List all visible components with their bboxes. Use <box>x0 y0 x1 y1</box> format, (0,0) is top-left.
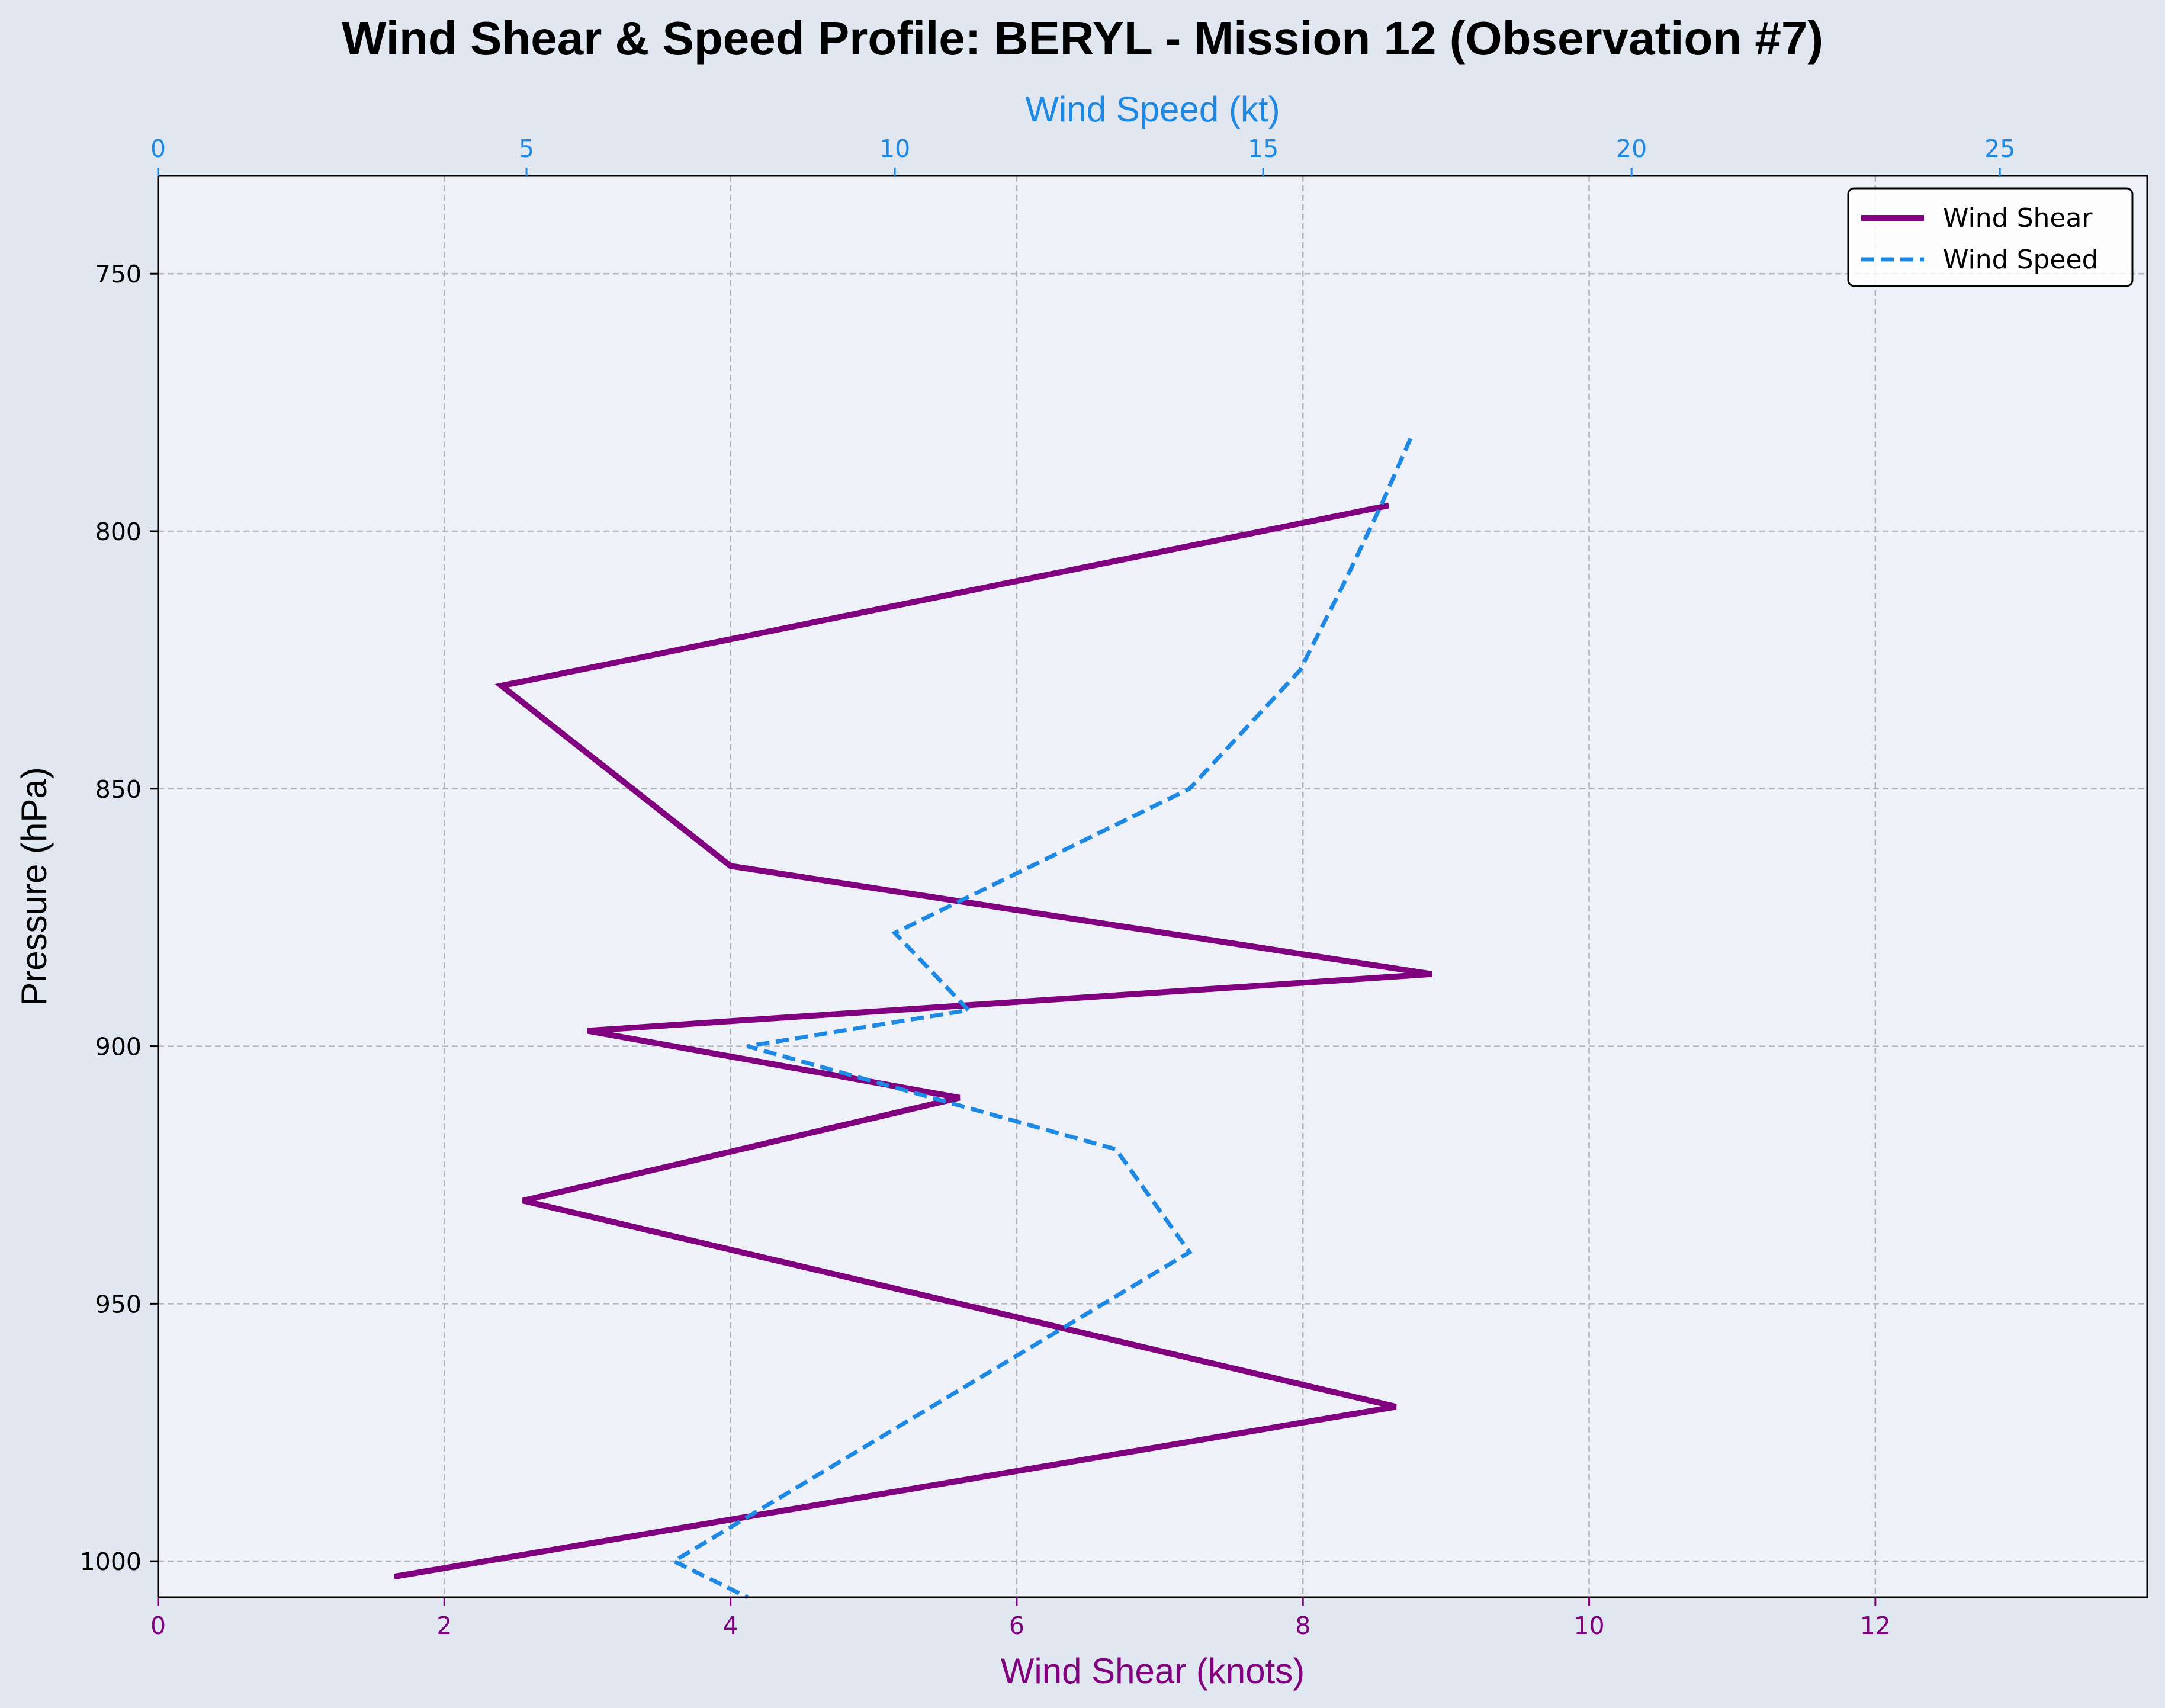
y-tick-label: 800 <box>95 518 142 546</box>
bottom-x-tick-label: 2 <box>436 1611 452 1640</box>
axis-ticks: 750 800 850 900 950 1000 0 2 4 6 8 10 12 0 5 10 15 20 25 <box>80 134 2016 1640</box>
plot-area <box>158 176 2147 1597</box>
bottom-x-tick-label: 6 <box>1009 1611 1024 1640</box>
y-tick-label: 850 <box>95 775 142 804</box>
plot-frame <box>157 175 2148 1598</box>
legend-label: Wind Shear <box>1943 203 2093 233</box>
top-x-tick-label: 20 <box>1616 134 1647 163</box>
series-lines <box>393 438 1432 1600</box>
top-x-tick-label: 15 <box>1248 134 1279 163</box>
bottom-axis-label: Wind Shear (knots) <box>1001 1651 1305 1691</box>
wind-shear-line <box>393 502 1432 1580</box>
y-axis-label: Pressure (hPa) <box>14 767 54 1006</box>
chart-title: Wind Shear & Speed Profile: BERYL - Miss… <box>342 12 1823 65</box>
top-x-tick-label: 10 <box>879 134 910 163</box>
top-x-tick-label: 25 <box>1984 134 2015 163</box>
top-x-tick-label: 5 <box>519 134 534 163</box>
bottom-x-tick-label: 12 <box>1860 1611 1891 1640</box>
wind-speed-line <box>669 438 1413 1600</box>
top-axis-label: Wind Speed (kt) <box>1025 89 1280 129</box>
bottom-x-tick-label: 10 <box>1573 1611 1604 1640</box>
y-tick-label: 1000 <box>80 1548 142 1576</box>
legend: Wind Shear Wind Speed <box>1847 187 2134 287</box>
bottom-x-tick-label: 8 <box>1295 1611 1310 1640</box>
y-tick-label: 750 <box>95 260 142 288</box>
bottom-x-tick-label: 0 <box>150 1611 166 1640</box>
y-tick-label: 950 <box>95 1290 142 1318</box>
top-x-tick-label: 0 <box>150 134 166 163</box>
bottom-x-tick-label: 4 <box>723 1611 738 1640</box>
legend-frame <box>1847 187 2134 287</box>
legend-label: Wind Speed <box>1943 245 2099 275</box>
y-tick-label: 900 <box>95 1033 142 1061</box>
